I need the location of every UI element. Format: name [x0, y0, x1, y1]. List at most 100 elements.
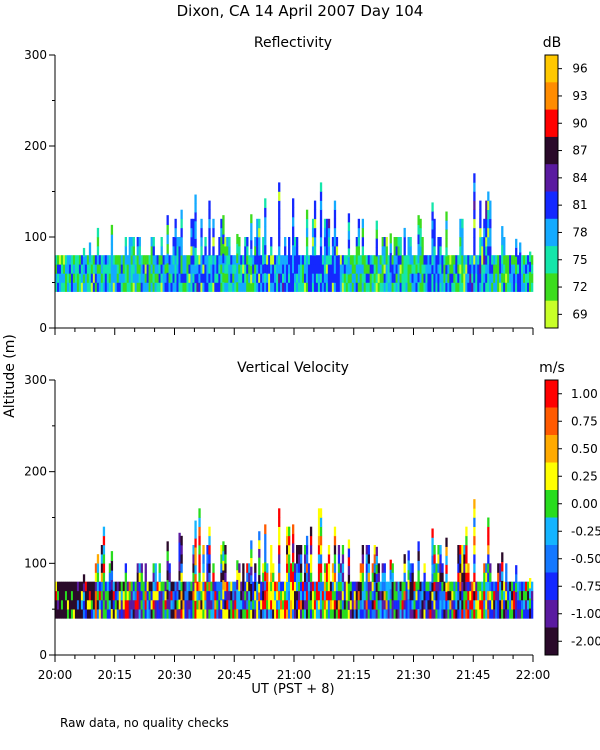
echo-cell	[172, 264, 175, 274]
echo-cell	[96, 609, 100, 619]
echo-cell	[473, 200, 476, 210]
echo-cell	[142, 609, 145, 619]
echo-cell	[190, 600, 193, 610]
echo-cell	[176, 282, 179, 292]
echo-cell	[180, 600, 183, 610]
echo-cell	[182, 273, 185, 283]
echo-cell	[333, 526, 337, 537]
echo-cell	[55, 264, 58, 274]
echo-cell	[515, 565, 518, 575]
echo-cell	[403, 600, 406, 610]
echo-cell	[371, 282, 374, 292]
echo-cell	[232, 590, 235, 601]
echo-cell	[365, 609, 368, 619]
echo-cell	[270, 554, 273, 564]
echo-cell	[309, 581, 313, 592]
echo-cell	[371, 572, 374, 582]
echo-cell	[301, 581, 305, 592]
echo-cell	[264, 580, 267, 591]
echo-cell	[262, 572, 265, 582]
echo-cell	[321, 590, 325, 601]
echo-cell	[391, 609, 394, 619]
echo-cell	[459, 218, 462, 229]
echo-cell	[441, 264, 444, 274]
echo-cell	[272, 590, 275, 601]
echo-cell	[403, 572, 406, 582]
echo-cell	[417, 262, 420, 273]
echo-cell	[94, 273, 98, 283]
echo-cell	[523, 600, 526, 610]
echo-cell	[212, 581, 215, 592]
echo-cell	[106, 590, 110, 601]
echo-cell	[288, 572, 291, 582]
echo-cell	[102, 535, 106, 546]
echo-cell	[355, 246, 359, 256]
echo-cell	[194, 282, 197, 292]
echo-cell	[411, 590, 414, 601]
echo-cell	[375, 600, 378, 610]
echo-cell	[278, 182, 281, 192]
echo-cell	[236, 589, 239, 600]
colorbar-swatch	[545, 191, 558, 220]
echo-cell	[379, 600, 382, 610]
echo-cell	[445, 573, 448, 583]
colorbar-swatch	[545, 490, 558, 518]
echo-cell	[142, 255, 145, 265]
echo-cell	[256, 237, 259, 247]
echo-cell	[337, 600, 341, 610]
echo-cell	[254, 590, 257, 601]
echo-cell	[286, 563, 289, 573]
echo-cell	[355, 255, 359, 265]
echo-cell	[154, 264, 157, 274]
echo-cell	[130, 255, 133, 265]
echo-cell	[80, 282, 84, 292]
echo-cell	[475, 590, 478, 601]
echo-cell	[493, 273, 496, 283]
echo-cell	[260, 581, 263, 592]
echo-cell	[208, 600, 211, 610]
echo-cell	[467, 563, 470, 573]
echo-cell	[437, 545, 440, 555]
echo-cell	[166, 234, 169, 245]
echo-cell	[192, 273, 195, 283]
echo-cell	[56, 590, 60, 601]
echo-cell	[196, 273, 199, 283]
echo-cell	[439, 581, 442, 592]
echo-cell	[397, 600, 400, 610]
echo-cell	[329, 273, 333, 283]
echo-cell	[297, 572, 301, 582]
echo-cell	[451, 600, 454, 610]
echo-cell	[493, 600, 496, 610]
echo-cell	[292, 524, 295, 535]
echo-cell	[407, 550, 410, 561]
echo-cell	[491, 273, 494, 283]
echo-cell	[292, 552, 295, 563]
echo-cell	[126, 264, 129, 274]
echo-cell	[355, 264, 359, 274]
echo-cell	[485, 572, 488, 582]
echo-cell	[252, 264, 255, 274]
echo-cell	[134, 609, 137, 619]
echo-cell	[377, 600, 380, 610]
echo-cell	[503, 581, 506, 592]
echo-cell	[345, 609, 349, 619]
echo-cell	[317, 572, 321, 582]
echo-cell	[184, 609, 187, 619]
echo-cell	[170, 264, 173, 274]
echo-cell	[278, 264, 281, 274]
echo-cell	[200, 609, 203, 619]
echo-cell	[238, 572, 241, 582]
echo-cell	[375, 247, 378, 257]
echo-cell	[459, 554, 462, 564]
echo-cell	[399, 600, 402, 610]
echo-cell	[475, 581, 478, 592]
echo-cell	[437, 609, 440, 619]
echo-cell	[194, 265, 197, 275]
echo-cell	[311, 282, 315, 292]
echo-cell	[399, 581, 402, 592]
echo-cell	[433, 545, 436, 555]
echo-cell	[290, 563, 293, 573]
echo-cell	[178, 589, 181, 600]
echo-cell	[427, 590, 430, 601]
echo-cell	[347, 265, 351, 275]
